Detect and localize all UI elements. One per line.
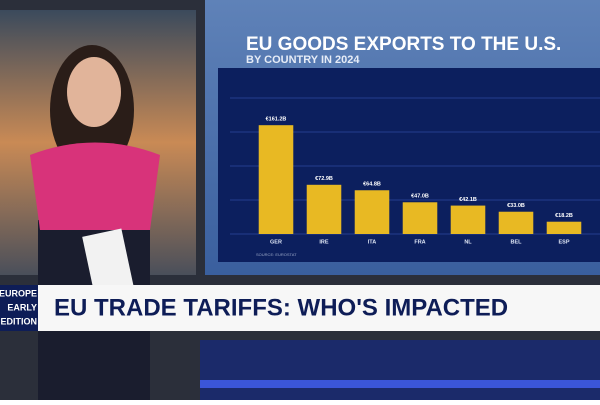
bar	[498, 211, 534, 234]
x-tick-label: ESP	[558, 239, 569, 245]
plot: €161.2B GER €72.9B IRE €64.8B ITA €47.0B FRA €42…	[230, 97, 600, 245]
desk-light	[200, 380, 600, 388]
bar	[546, 221, 582, 234]
bar	[450, 205, 486, 234]
x-tick-label: IRE	[319, 239, 329, 245]
banner-headline: EU TRADE TARIFFS: WHO'S IMPACTED	[54, 294, 508, 321]
value-label: €18.2B	[555, 213, 573, 219]
anchor	[30, 45, 160, 400]
x-tick-label: BEL	[511, 239, 523, 245]
bar	[402, 202, 438, 234]
value-label: €47.0B	[411, 194, 429, 200]
value-label: €42.1B	[459, 197, 477, 203]
show-word: EARLY	[7, 302, 37, 312]
x-tick-label: GER	[270, 239, 282, 245]
show-word: EUROPE	[0, 288, 37, 298]
value-label: €64.8B	[363, 182, 381, 188]
x-tick-label: NL	[464, 239, 472, 245]
x-tick-label: ITA	[368, 239, 376, 245]
show-tag	[0, 285, 38, 331]
x-tick-label: FRA	[414, 239, 425, 245]
chart-title: EU GOODS EXPORTS TO THE U.S.	[246, 34, 561, 55]
bar	[258, 125, 294, 234]
show-tag-text: EUROPE EARLY EDITION	[0, 288, 37, 326]
desk	[200, 340, 600, 400]
show-word: EDITION	[0, 316, 37, 326]
bar	[354, 190, 390, 234]
value-label: €33.0B	[507, 203, 525, 209]
chart-source: SOURCE: EUROSTAT	[256, 252, 297, 257]
value-label: €161.2B	[266, 117, 287, 123]
value-label: €72.9B	[315, 176, 333, 182]
bar	[306, 184, 342, 234]
chart-subtitle: BY COUNTRY IN 2024	[246, 54, 360, 66]
banner-bar	[38, 285, 600, 331]
